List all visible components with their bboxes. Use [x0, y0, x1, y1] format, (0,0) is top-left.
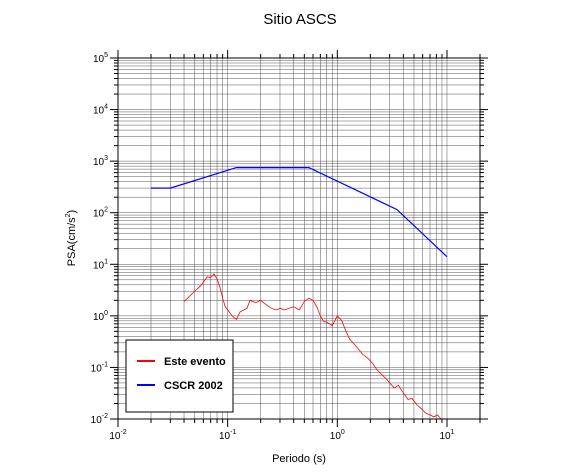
y-axis-label-close: ) [66, 210, 78, 214]
y-tick-label-base: 10 [93, 106, 105, 117]
x-tick-labels: 10-2 10-1 100 101 [109, 429, 454, 442]
x-tick-label-exp: 1 [451, 429, 455, 436]
y-tick-label-exp: 5 [104, 52, 108, 59]
y-tick-label: 10-1 [91, 361, 108, 374]
y-tick-label-base: 10 [93, 54, 105, 65]
y-tick-label-base: 10 [93, 157, 105, 168]
x-tick-label-base: 10 [219, 431, 231, 442]
x-tick-label-exp: -1 [230, 429, 236, 436]
x-axis-label: Periodo (s) [272, 453, 326, 465]
y-tick-label: 100 [93, 310, 108, 323]
y-tick-label-base: 10 [91, 363, 103, 374]
legend-label-cscr-2002: CSCR 2002 [164, 380, 223, 392]
y-tick-label: 102 [93, 207, 108, 220]
y-axis-label: PSA(cm/s2) [65, 210, 78, 266]
y-axis-label-sup: 2 [65, 213, 72, 217]
legend-box [125, 339, 234, 413]
plot-grid [117, 57, 481, 420]
chart-title: Sitio ASCS [263, 11, 336, 28]
y-tick-label-exp: -2 [102, 413, 108, 420]
y-tick-label: 105 [93, 52, 108, 65]
x-tick-label: 101 [439, 429, 454, 442]
x-tick-label: 10-2 [109, 429, 126, 442]
x-tick-label-exp: 0 [341, 429, 345, 436]
y-tick-label-exp: 2 [104, 207, 108, 214]
y-tick-label-exp: 0 [104, 310, 108, 317]
x-tick-label-base: 10 [439, 431, 451, 442]
y-axis-label-base: PSA(cm/s [66, 217, 78, 266]
y-tick-label-base: 10 [93, 260, 105, 271]
y-tick-label-base: 10 [91, 415, 103, 426]
series-line-este-evento [183, 273, 442, 420]
y-tick-label: 103 [93, 155, 108, 168]
y-tick-label-base: 10 [93, 312, 105, 323]
y-tick-label-exp: 4 [104, 104, 108, 111]
x-tick-label: 10-1 [219, 429, 236, 442]
y-tick-label-base: 10 [93, 209, 105, 220]
x-tick-label: 100 [330, 429, 345, 442]
series-line-cscr-2002 [151, 166, 448, 258]
x-tick-label-exp: -2 [120, 429, 126, 436]
y-tick-label: 104 [93, 104, 108, 117]
legend-label-este-evento: Este evento [164, 356, 226, 368]
x-tick-label-base: 10 [109, 431, 121, 442]
y-tick-label-exp: 1 [104, 258, 108, 265]
y-tick-label: 101 [93, 258, 108, 271]
x-tick-label-base: 10 [330, 431, 342, 442]
series-layer [151, 166, 448, 420]
legend: Este evento CSCR 2002 [125, 339, 234, 413]
y-tick-label: 10-2 [91, 413, 108, 426]
plot-frame [117, 57, 481, 420]
axis-ticks [110, 50, 488, 427]
y-tick-label-exp: 3 [104, 155, 108, 162]
y-tick-label-exp: -1 [102, 361, 108, 368]
